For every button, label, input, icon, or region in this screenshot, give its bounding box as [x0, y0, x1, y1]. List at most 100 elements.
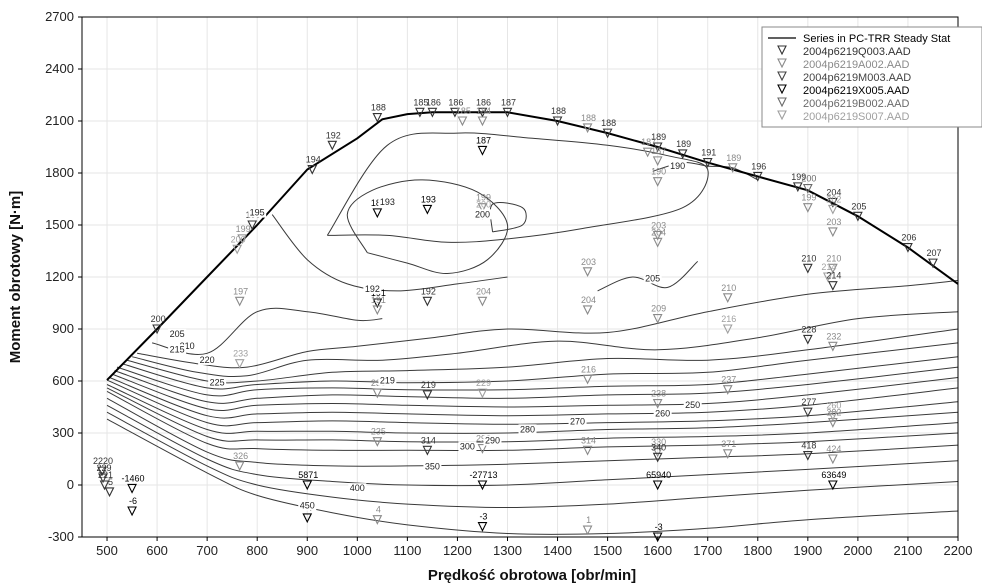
data-point-marker [827, 263, 838, 274]
data-point-marker [802, 450, 813, 461]
data-point-label: 219 [421, 380, 436, 390]
data-point-label: 237 [721, 375, 736, 385]
data-point-marker [104, 487, 115, 498]
x-tick-label: 1700 [693, 543, 722, 558]
data-point-label: 186 [448, 97, 463, 107]
data-point-marker [827, 197, 838, 208]
contour-line-225 [116, 356, 958, 397]
data-point-marker [477, 203, 488, 213]
data-point-label: 209 [651, 304, 666, 314]
data-point-marker [602, 128, 613, 139]
legend-entry: 2004p6219B002.AAD [803, 98, 909, 110]
contour-line-214 [131, 311, 958, 378]
data-point-label: 2220 [93, 456, 113, 466]
data-point-label: 200 [231, 234, 246, 244]
data-point-label: 230 [371, 378, 386, 388]
contour-line-216 [126, 328, 958, 384]
contour-label-bg [683, 400, 702, 410]
data-point-label: 214 [826, 271, 841, 281]
data-point-marker [422, 204, 433, 215]
data-point-label: 188 [581, 113, 596, 123]
contour-line-250 [111, 373, 958, 411]
data-point-marker [127, 506, 137, 517]
data-point-marker [652, 398, 663, 409]
data-point-marker [582, 305, 593, 316]
data-point-marker [827, 204, 838, 215]
data-point-label: 340 [651, 442, 666, 452]
data-point-label: 202 [826, 194, 841, 204]
data-point-marker [852, 211, 863, 222]
data-point-marker [928, 258, 938, 269]
contour-label: 350 [425, 462, 440, 472]
data-point-marker [302, 513, 313, 524]
contour-label-bg [248, 207, 267, 218]
data-point-marker [827, 411, 838, 421]
data-point-label: 232 [826, 331, 841, 341]
data-point-marker [237, 234, 248, 245]
contour-label: 260 [655, 409, 670, 419]
contour-label-bg [518, 424, 537, 435]
contour-label: 190 [670, 161, 685, 171]
contour-label-bg [348, 483, 367, 494]
y-tick-label: 2100 [45, 113, 74, 128]
data-point-label: 371 [721, 439, 736, 449]
data-point-marker [652, 237, 663, 248]
contour-line-205 [151, 307, 383, 355]
data-point-marker [722, 293, 733, 304]
data-point-marker [652, 142, 663, 153]
contour-line-237 [114, 366, 958, 404]
data-point-label: 424 [826, 444, 841, 454]
data-point-marker [702, 158, 713, 168]
data-point-label: 192 [421, 286, 436, 296]
full-load-curve [106, 111, 959, 381]
data-point-marker [372, 388, 383, 399]
contour-label-bg [378, 197, 397, 208]
data-point-label: 185 [456, 106, 471, 116]
data-point-label: 200 [801, 174, 816, 184]
contour-line-300 [106, 390, 958, 452]
y-tick-label: 0 [67, 477, 74, 492]
data-point-marker [652, 177, 663, 187]
x-tick-label: 2200 [944, 543, 973, 558]
contour-label-bg [178, 341, 197, 352]
x-tick-label: 2100 [893, 543, 922, 558]
data-point-label: 206 [901, 233, 916, 243]
data-point-marker [652, 452, 663, 463]
data-point-marker [372, 437, 383, 447]
data-point-marker [802, 334, 813, 345]
data-point-label: 4 [376, 505, 381, 515]
y-tick-label: 2700 [45, 9, 74, 24]
data-point-marker [234, 359, 245, 369]
data-point-label: 189 [726, 153, 741, 163]
y-axis-ticks: -300 0 300 600 900 1200 1500 1800 2100 2400 2700 [45, 9, 82, 544]
data-point-label: 216 [581, 364, 596, 374]
data-point-marker [422, 390, 433, 401]
legend-entry: Series in PC-TRR Steady Stat [803, 33, 950, 45]
data-point-label: 233 [233, 349, 248, 359]
legend-entry: 2004p6219Q003.AAD [803, 46, 911, 58]
data-point-label: 200 [151, 314, 166, 324]
legend-entry: 2004p6219A002.AAD [803, 59, 909, 71]
data-point-marker [827, 454, 838, 465]
contour-line-260 [109, 377, 958, 419]
contour-label: 192 [365, 284, 380, 294]
data-point-label: 326 [233, 451, 248, 461]
contour-label: 200 [475, 209, 490, 219]
contour-line-400 [106, 404, 958, 487]
data-point-label: 199 [236, 224, 251, 234]
x-tick-label: 1300 [493, 543, 522, 558]
data-point-label: 188 [601, 118, 616, 128]
legend: Series in PC-TRR Steady Stat2004p6219Q00… [761, 26, 982, 128]
contour-line-192 [346, 179, 509, 275]
data-point-label: 216 [721, 314, 736, 324]
data-point-label: 65940 [646, 470, 671, 480]
data-point-marker [97, 466, 107, 477]
y-tick-label: 600 [52, 373, 74, 388]
y-tick-label: 1200 [45, 269, 74, 284]
data-point-label: 188 [371, 103, 386, 113]
data-point-label: 238 [651, 389, 666, 399]
data-point-marker [652, 314, 663, 324]
data-point-label: 199 [476, 193, 491, 203]
contour-label-bg [473, 209, 492, 220]
